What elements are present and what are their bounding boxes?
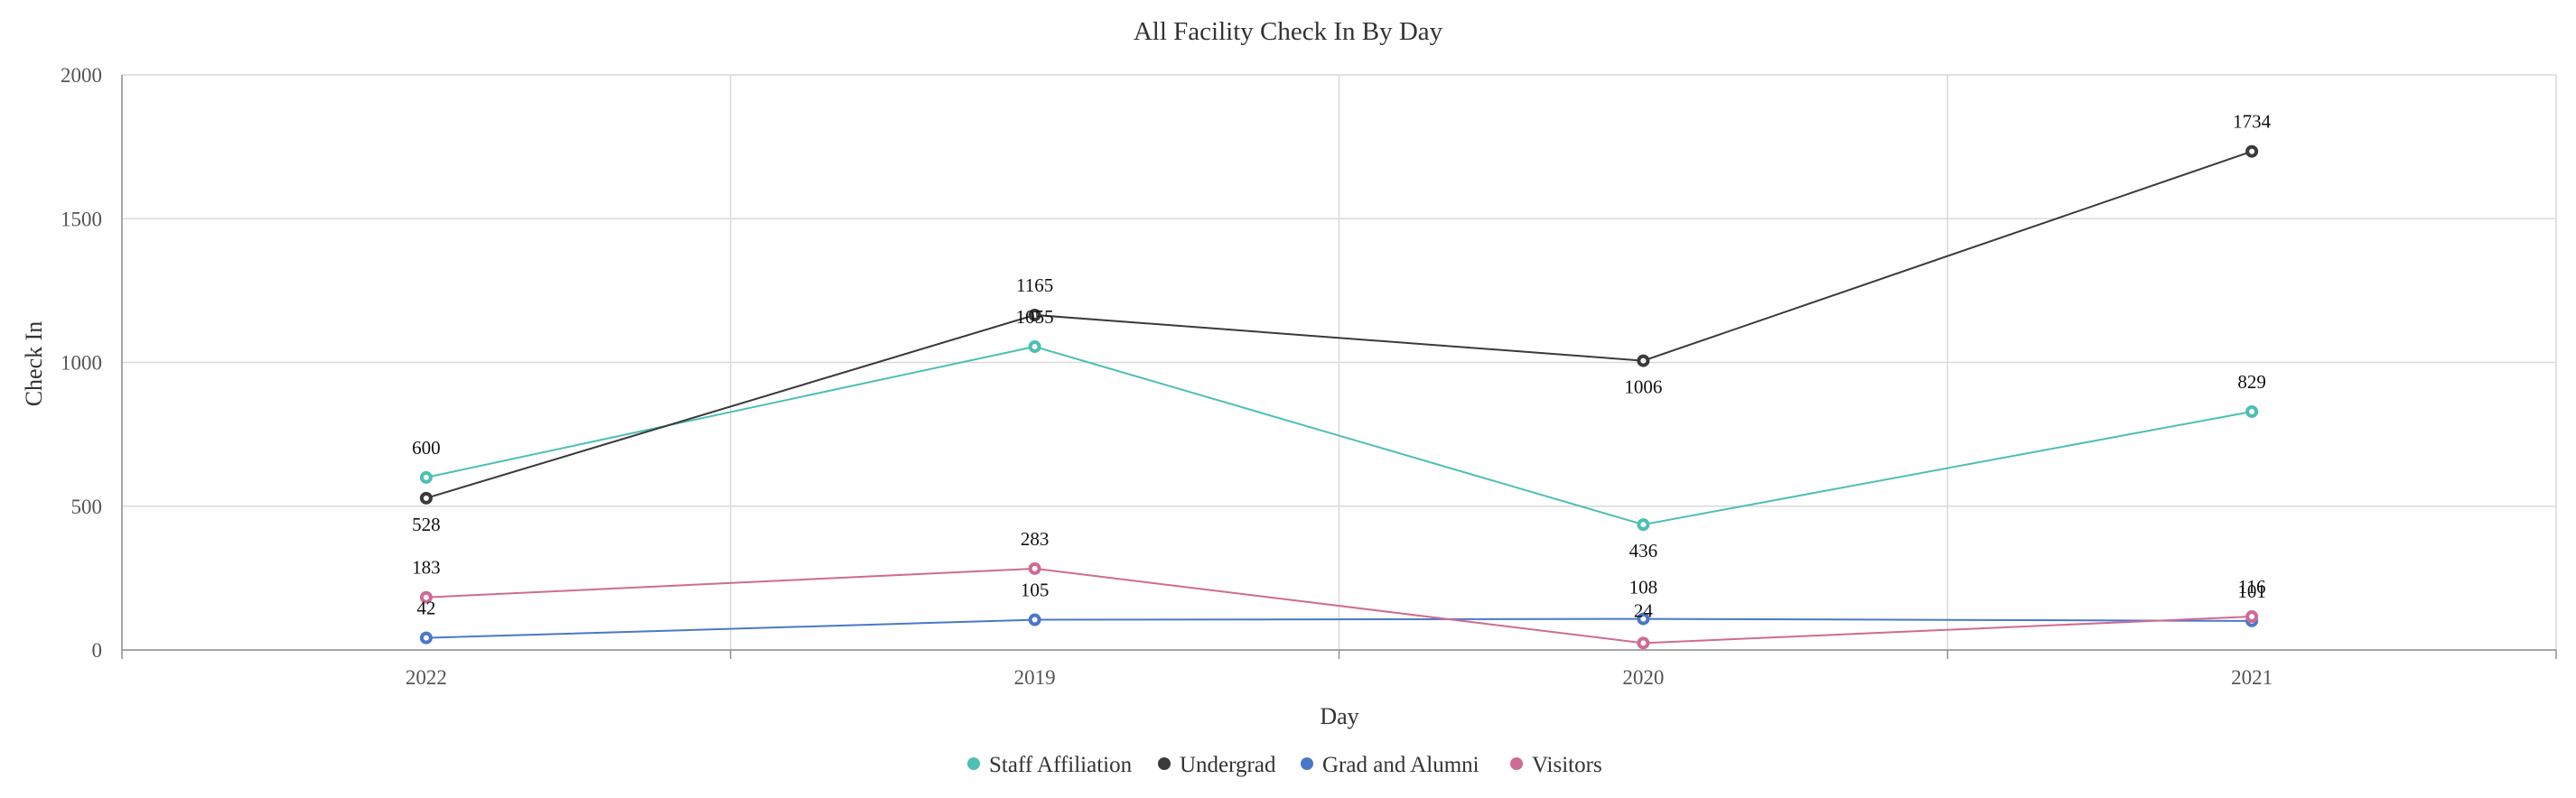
data-label-staff-affiliation: 436 [1629, 540, 1658, 561]
chart-title: All Facility Check In By Day [1134, 17, 1443, 46]
legend: Staff Affiliation Undergrad Grad and Alumn… [967, 753, 1602, 777]
legend-label-staff-affiliation: Staff Affiliation [989, 753, 1133, 777]
legend-item-undergrad[interactable]: Undergrad [1158, 753, 1276, 777]
legend-item-staff-affiliation[interactable]: Staff Affiliation [967, 753, 1133, 777]
data-point-visitors[interactable] [419, 590, 433, 604]
data-label-visitors: 24 [1634, 599, 1654, 621]
data-point-grad-and-alumni[interactable] [1637, 612, 1650, 626]
x-tick-label: 2022 [406, 666, 447, 689]
data-point-visitors[interactable] [1637, 636, 1650, 650]
data-label-undergrad: 1006 [1624, 376, 1662, 398]
data-label-visitors: 116 [2238, 576, 2266, 598]
data-point-visitors[interactable] [2245, 610, 2259, 624]
data-point-staff-affiliation[interactable] [2245, 404, 2259, 418]
data-label-staff-affiliation: 600 [412, 437, 441, 459]
data-point-undergrad[interactable] [2245, 144, 2259, 158]
data-point-undergrad[interactable] [1028, 308, 1041, 321]
axis-layer: 0 500 1000 1500 2000 2022 2019 2020 2021 [61, 64, 2557, 689]
data-label-staff-affiliation: 829 [2237, 371, 2266, 393]
data-label-visitors: 283 [1021, 528, 1050, 550]
data-label-staff-affiliation: 1055 [1016, 306, 1054, 328]
series-line-grad-and-alumni [425, 617, 2253, 639]
series-line-undergrad [425, 150, 2253, 499]
series-layer [419, 144, 2259, 650]
y-tick-label: 1500 [61, 208, 102, 230]
y-tick-label: 0 [92, 639, 103, 662]
data-label-undergrad: 1734 [2233, 111, 2272, 133]
data-label-undergrad: 528 [412, 514, 441, 535]
data-point-undergrad[interactable] [1637, 354, 1650, 367]
legend-marker-staff-affiliation [967, 757, 980, 770]
series-line-visitors [425, 567, 2253, 645]
y-tick-label: 500 [71, 496, 103, 518]
data-point-grad-and-alumni[interactable] [419, 631, 433, 645]
grid-layer [121, 74, 2557, 651]
data-label-undergrad: 1165 [1016, 274, 1053, 296]
data-label-grad-and-alumni: 101 [2237, 580, 2266, 602]
y-tick-label: 2000 [61, 64, 102, 87]
x-tick-label: 2020 [1622, 666, 1664, 689]
y-tick-label: 1000 [61, 352, 102, 375]
data-point-staff-affiliation[interactable] [1028, 339, 1041, 353]
legend-label-grad-and-alumni: Grad and Alumni [1322, 753, 1479, 777]
series-line-staff-affiliation [425, 345, 2253, 526]
legend-label-undergrad: Undergrad [1180, 753, 1276, 777]
data-point-grad-and-alumni[interactable] [1028, 613, 1041, 626]
data-label-visitors: 183 [412, 557, 441, 579]
legend-marker-grad-and-alumni [1301, 757, 1313, 770]
data-label-grad-and-alumni: 42 [416, 598, 435, 619]
data-point-visitors[interactable] [1028, 561, 1041, 575]
x-tick-label: 2019 [1014, 666, 1056, 689]
x-axis-title: Day [1320, 703, 1358, 729]
legend-item-grad-and-alumni[interactable]: Grad and Alumni [1301, 753, 1479, 777]
legend-label-visitors: Visitors [1532, 753, 1602, 777]
legend-marker-visitors [1510, 757, 1523, 770]
data-label-grad-and-alumni: 108 [1629, 577, 1658, 598]
data-point-undergrad[interactable] [419, 491, 433, 505]
data-label-grad-and-alumni: 105 [1021, 580, 1050, 601]
legend-marker-undergrad [1158, 757, 1171, 770]
data-point-staff-affiliation[interactable] [1637, 518, 1650, 532]
legend-item-visitors[interactable]: Visitors [1510, 753, 1602, 777]
x-tick-label: 2021 [2231, 666, 2273, 689]
data-point-staff-affiliation[interactable] [419, 470, 433, 484]
y-axis-title: Check In [21, 321, 47, 407]
